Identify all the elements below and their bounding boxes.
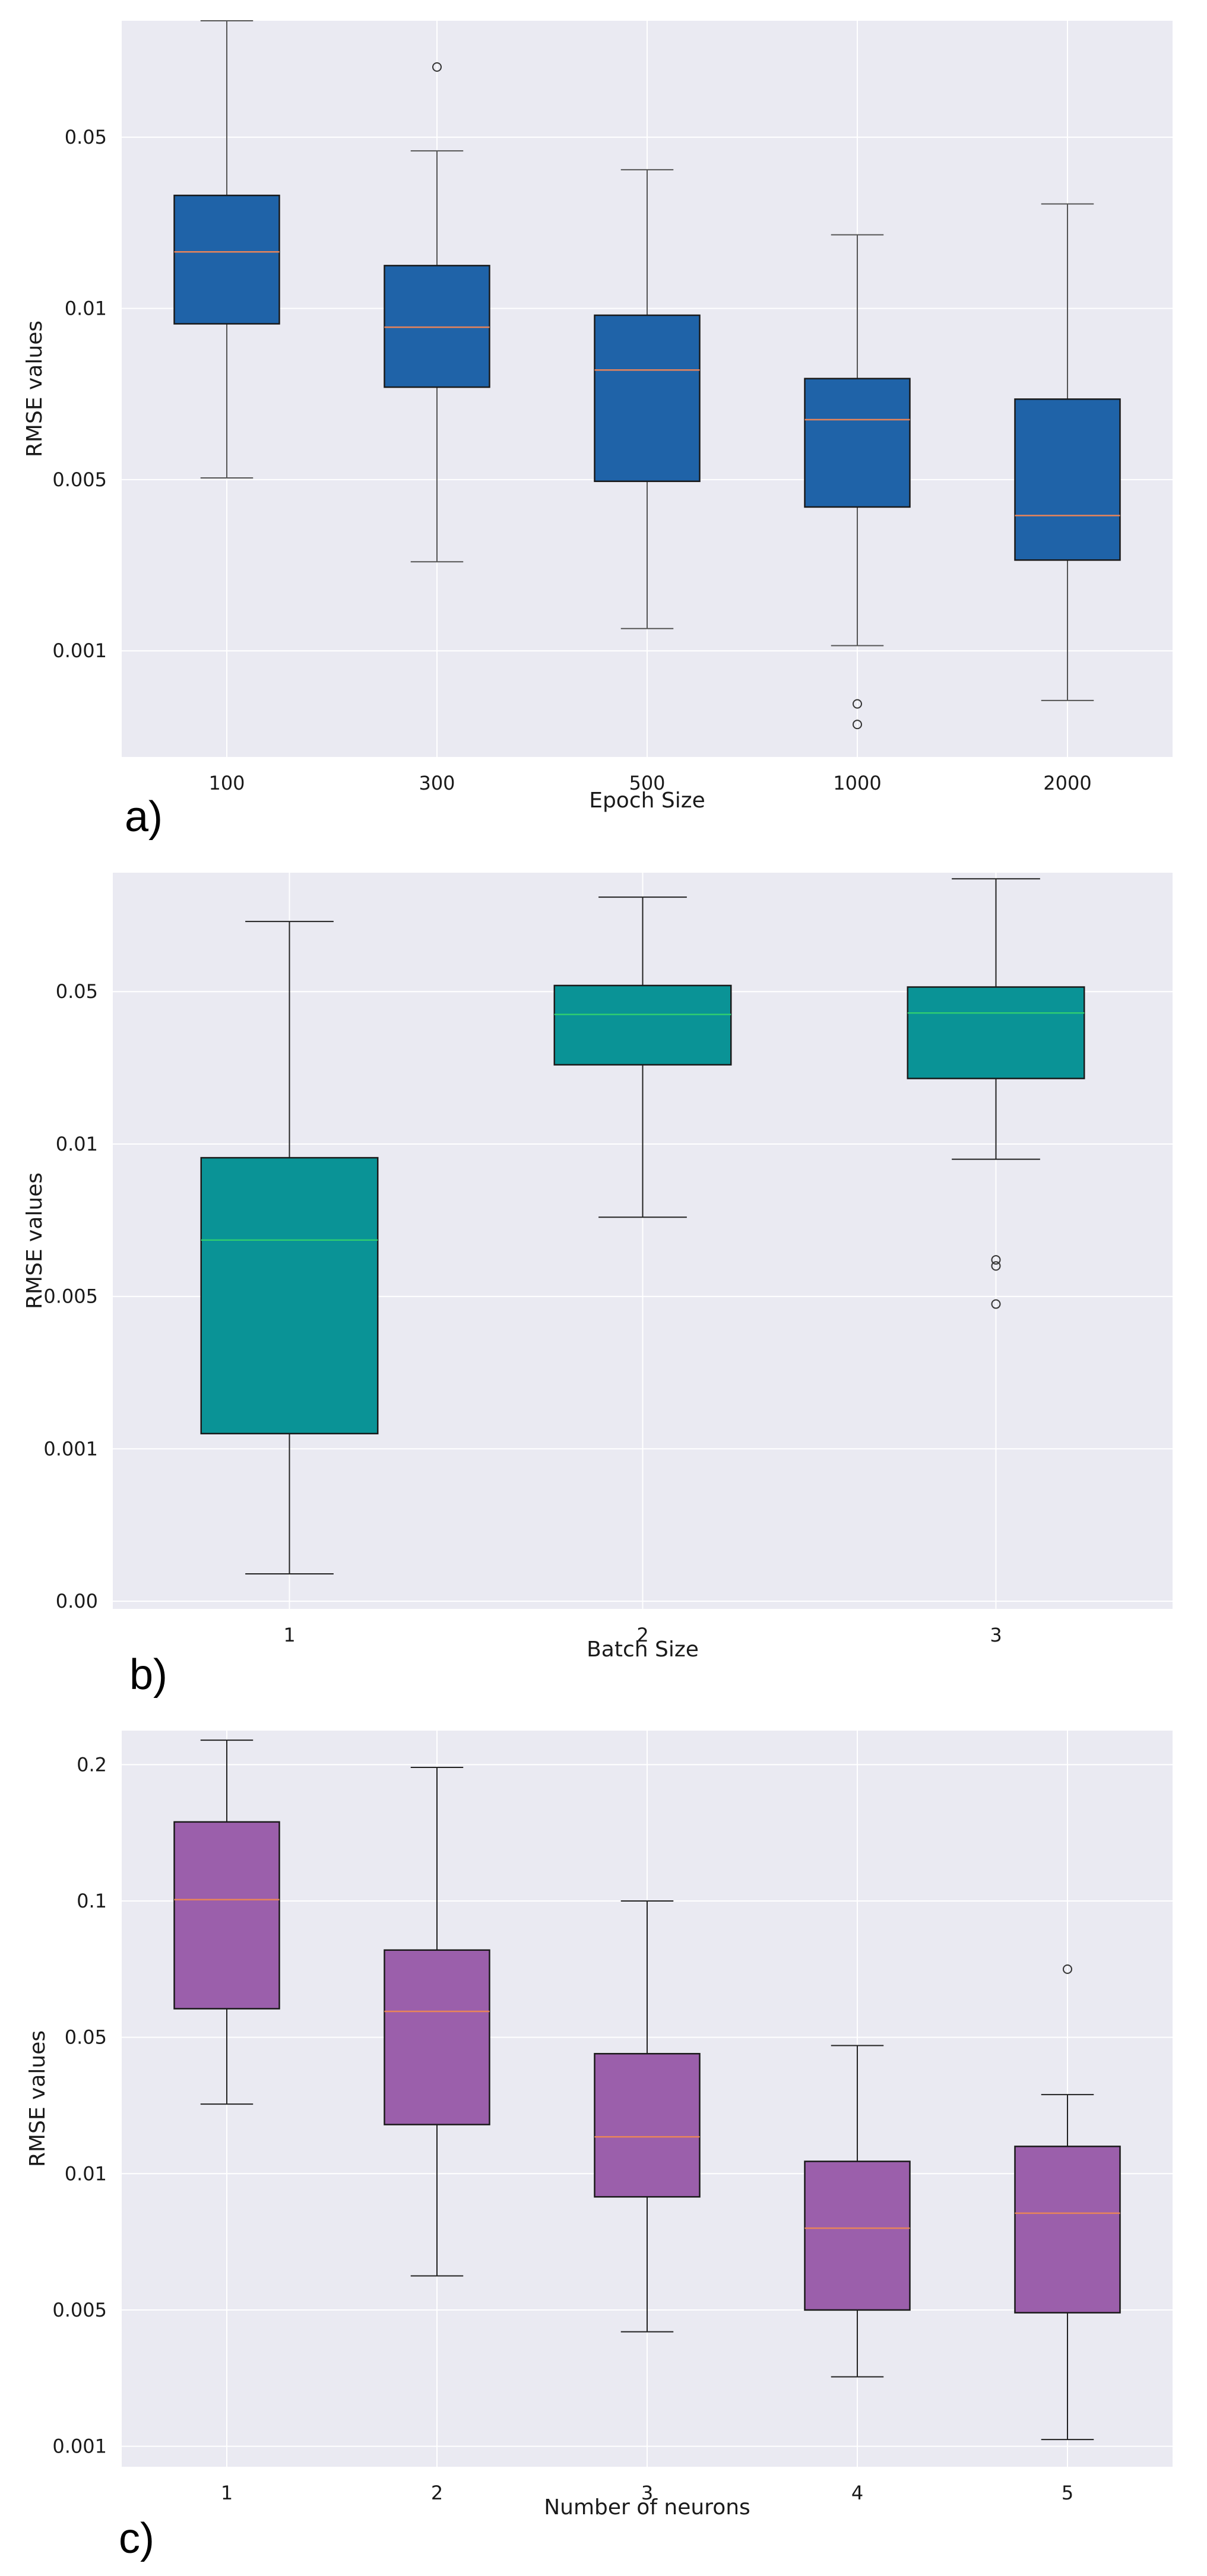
iqr-box bbox=[1014, 2146, 1121, 2314]
y-tick-label: 0.1 bbox=[77, 1890, 107, 1912]
iqr-box bbox=[173, 1821, 280, 2010]
y-tick-label: 0.05 bbox=[56, 980, 98, 1003]
outlier-point bbox=[991, 1299, 1001, 1309]
iqr-box bbox=[553, 984, 732, 1066]
box-2000 bbox=[1014, 203, 1121, 701]
box-1 bbox=[173, 1739, 280, 2105]
iqr-box bbox=[594, 314, 701, 482]
iqr-box bbox=[907, 986, 1085, 1079]
x-tick-label: 4 bbox=[851, 2482, 863, 2504]
y-tick-label: 0.00 bbox=[56, 1590, 98, 1612]
x-tick-label: 2000 bbox=[1043, 772, 1091, 794]
y-tick-label: 0.005 bbox=[52, 468, 107, 491]
iqr-box bbox=[384, 1949, 490, 2125]
x-tick-label: 300 bbox=[419, 772, 455, 794]
panel-label: b) bbox=[129, 1651, 167, 1699]
box-500 bbox=[594, 169, 701, 629]
chart-1: 0.001 0.005 0.01 0.05 100 300 500 1000 2000 RMSE … bbox=[23, 20, 1173, 841]
x-axis-label: Batch Size bbox=[587, 1637, 699, 1662]
x-tick-label: 2 bbox=[636, 1624, 648, 1646]
panel-label: a) bbox=[125, 793, 163, 841]
box-2 bbox=[384, 1767, 490, 2277]
y-tick-label: 0.001 bbox=[52, 639, 107, 662]
y-tick-label: 0.005 bbox=[43, 1285, 98, 1308]
chart-2: 0.00 0.001 0.005 0.01 0.05 1 2 3 RMSE values Batc… bbox=[23, 873, 1173, 1699]
outlier-point bbox=[432, 62, 442, 72]
chart-3: 0.001 0.005 0.01 0.05 0.1 0.2 1 2 3 4 5 RMSE values… bbox=[26, 1731, 1173, 2562]
y-tick-label: 0.01 bbox=[65, 2162, 107, 2185]
iqr-box bbox=[173, 194, 280, 325]
outlier-point bbox=[853, 699, 862, 709]
iqr-box bbox=[384, 265, 490, 388]
outlier-point bbox=[991, 1255, 1001, 1265]
iqr-box bbox=[804, 2160, 911, 2311]
y-tick-label: 0.05 bbox=[65, 126, 107, 148]
outlier-point bbox=[853, 720, 862, 730]
box-300 bbox=[384, 62, 490, 563]
outlier-point bbox=[1063, 1964, 1072, 1974]
x-tick-label: 1 bbox=[283, 1624, 295, 1646]
y-tick-label: 0.05 bbox=[65, 2026, 107, 2049]
y-axis-label: RMSE values bbox=[23, 1173, 47, 1309]
iqr-box bbox=[1014, 398, 1121, 561]
box-3 bbox=[907, 878, 1085, 1309]
iqr-box bbox=[200, 1156, 379, 1435]
box-3 bbox=[594, 1900, 701, 2333]
box-1000 bbox=[804, 234, 911, 730]
x-tick-label: 1000 bbox=[833, 772, 881, 794]
box-2 bbox=[553, 896, 732, 1218]
y-axis-label: RMSE values bbox=[23, 321, 47, 457]
box-5 bbox=[1014, 1964, 1121, 2441]
box-4 bbox=[804, 2045, 911, 2378]
y-axis-label: RMSE values bbox=[26, 2030, 50, 2167]
iqr-box bbox=[594, 2052, 701, 2198]
box-100 bbox=[173, 20, 280, 479]
panel-label: c) bbox=[119, 2515, 154, 2562]
x-axis-label: Epoch Size bbox=[589, 788, 705, 813]
outlier-point bbox=[991, 1261, 1001, 1271]
x-tick-label: 3 bbox=[990, 1624, 1002, 1646]
x-tick-label: 5 bbox=[1062, 2482, 1073, 2504]
y-tick-label: 0.2 bbox=[77, 1753, 107, 1776]
iqr-box bbox=[804, 378, 911, 508]
x-tick-label: 100 bbox=[208, 772, 245, 794]
x-tick-label: 500 bbox=[629, 772, 665, 794]
y-tick-label: 0.01 bbox=[65, 297, 107, 319]
y-tick-label: 0.001 bbox=[52, 2435, 107, 2458]
x-axis-label: Number of neurons bbox=[544, 2495, 750, 2520]
box-1 bbox=[200, 921, 379, 1574]
x-tick-label: 3 bbox=[641, 2482, 653, 2504]
y-tick-label: 0.01 bbox=[56, 1133, 98, 1155]
x-tick-label: 1 bbox=[221, 2482, 233, 2504]
y-tick-label: 0.001 bbox=[43, 1437, 98, 1460]
x-tick-label: 2 bbox=[431, 2482, 443, 2504]
y-tick-label: 0.005 bbox=[52, 2299, 107, 2321]
